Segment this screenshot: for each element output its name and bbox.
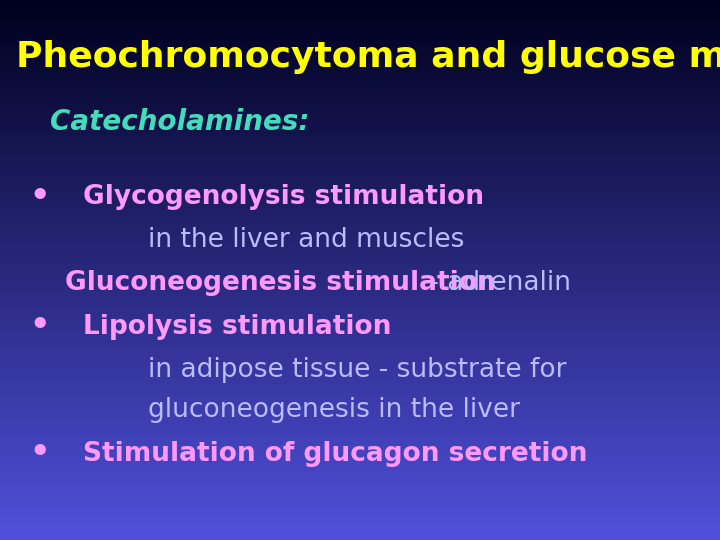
Text: Glycogenolysis stimulation: Glycogenolysis stimulation xyxy=(83,184,484,210)
Text: in the liver and muscles: in the liver and muscles xyxy=(148,227,464,253)
Text: •: • xyxy=(30,311,50,342)
Text: Gluconeogenesis stimulation: Gluconeogenesis stimulation xyxy=(65,271,495,296)
Text: Pheochromocytoma and glucose metabolism: Pheochromocytoma and glucose metabolism xyxy=(16,40,720,73)
Text: in adipose tissue - substrate for: in adipose tissue - substrate for xyxy=(148,357,566,383)
Text: Catecholamines:: Catecholamines: xyxy=(50,107,310,136)
Text: Lipolysis stimulation: Lipolysis stimulation xyxy=(83,314,391,340)
Text: •: • xyxy=(30,181,50,213)
Text: •: • xyxy=(30,438,50,469)
Text: Stimulation of glucagon secretion: Stimulation of glucagon secretion xyxy=(83,441,588,467)
Text: gluconeogenesis in the liver: gluconeogenesis in the liver xyxy=(148,397,520,423)
Text: - adrenalin: - adrenalin xyxy=(421,271,571,296)
